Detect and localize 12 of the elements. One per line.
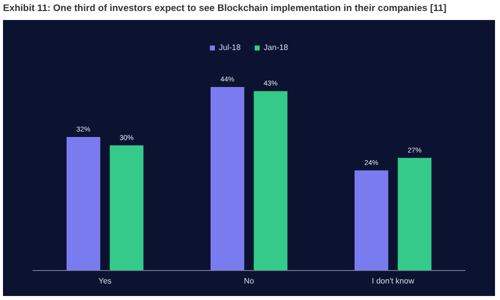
x-tick-label: No	[244, 276, 255, 286]
chart-title: Exhibit 11: One third of investors expect to see Blockchain implementation in their companies [11]	[3, 3, 446, 14]
bar	[110, 145, 144, 270]
x-tick-label: Yes	[98, 276, 112, 286]
bar	[66, 137, 100, 270]
bar	[210, 87, 244, 270]
legend-label: Jan-18	[264, 43, 289, 52]
legend-label: Jul-18	[218, 43, 242, 52]
bar	[254, 91, 288, 270]
x-tick-label: I don't know	[372, 276, 414, 286]
bar	[398, 158, 432, 270]
bar	[354, 170, 388, 270]
